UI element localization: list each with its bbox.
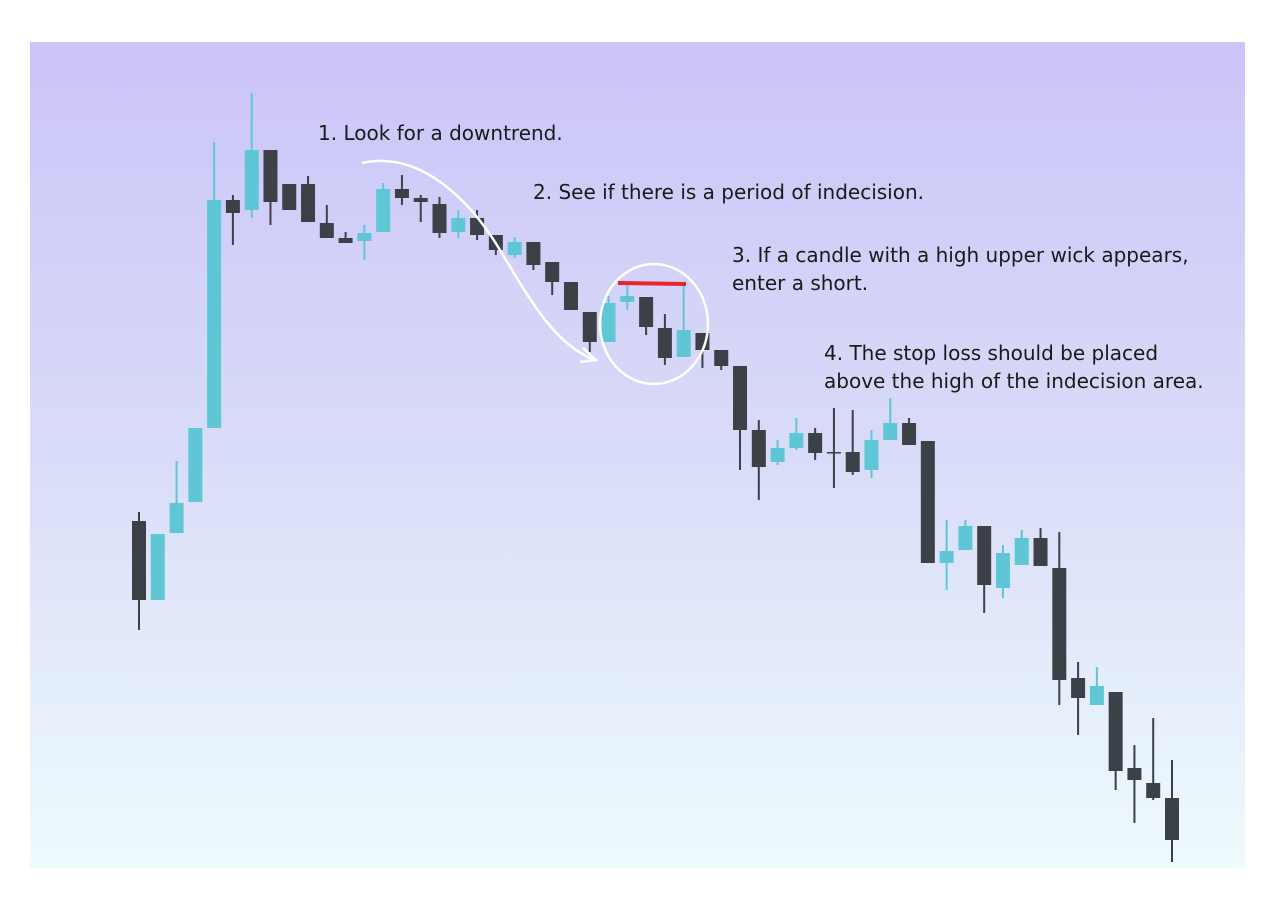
candle-body (394, 189, 409, 198)
stop-loss-line (617, 281, 687, 286)
candle-body (751, 430, 766, 467)
candle-body (958, 526, 973, 550)
candle-body (939, 551, 954, 563)
candle-body (282, 184, 297, 210)
arrow-head (579, 347, 599, 364)
candle-body (319, 223, 334, 238)
trend-arrow (361, 159, 596, 362)
candle-body (150, 534, 165, 600)
candle-body (920, 441, 935, 563)
candle-body (657, 328, 672, 358)
candles (132, 93, 1179, 862)
candle-body (1089, 686, 1104, 705)
candle-body (995, 553, 1010, 588)
candle-body (733, 366, 748, 430)
candle-body (582, 312, 597, 342)
candle-body (601, 303, 616, 342)
candle-body (451, 218, 466, 232)
candle-body (432, 204, 447, 233)
candle-body (902, 423, 917, 445)
candle-body (376, 189, 391, 232)
candle-body (639, 297, 654, 327)
candle-body (188, 428, 203, 502)
indecision-circle (598, 262, 710, 386)
annotation: 2. See if there is a period of indecisio… (533, 180, 924, 204)
candle-body (263, 150, 278, 202)
candle-body (1108, 692, 1123, 771)
candle-body (864, 440, 879, 470)
candle-body (1014, 538, 1029, 565)
candle-body (563, 282, 578, 310)
candle-body (470, 218, 485, 235)
candle-body (714, 350, 729, 366)
candle-body (845, 452, 860, 472)
plot-background (30, 42, 1245, 868)
candle-body (413, 198, 428, 202)
candle-body (676, 330, 691, 357)
candle-body (977, 526, 992, 585)
candle-body (1165, 798, 1179, 840)
candle-body (545, 262, 560, 282)
candle-body (244, 150, 259, 210)
candle-body (169, 503, 184, 533)
candle-body (770, 448, 785, 462)
candle-body (1146, 783, 1161, 798)
annotation: 1. Look for a downtrend. (318, 121, 563, 145)
candle-body (620, 296, 635, 302)
annotation: enter a short. (732, 271, 868, 295)
annotation: above the high of the indecision area. (824, 369, 1204, 393)
candle-body (1052, 568, 1067, 680)
annotation: 3. If a candle with a high upper wick ap… (732, 243, 1189, 267)
candle-body (225, 200, 240, 213)
candle-body (789, 433, 804, 448)
candle-body (526, 242, 541, 265)
candle-body (826, 452, 841, 454)
candle-body (357, 233, 372, 241)
candle-body (301, 184, 316, 222)
candle-body (507, 242, 522, 255)
candle-body (207, 200, 222, 428)
candle-body (808, 433, 823, 453)
candle-body (132, 521, 146, 600)
annotation: 4. The stop loss should be placed (824, 341, 1158, 365)
candle-body (338, 238, 353, 243)
candle-body (1071, 678, 1086, 698)
candle-body (883, 423, 898, 440)
candle-body (1127, 768, 1142, 780)
candle-body (1033, 538, 1048, 566)
